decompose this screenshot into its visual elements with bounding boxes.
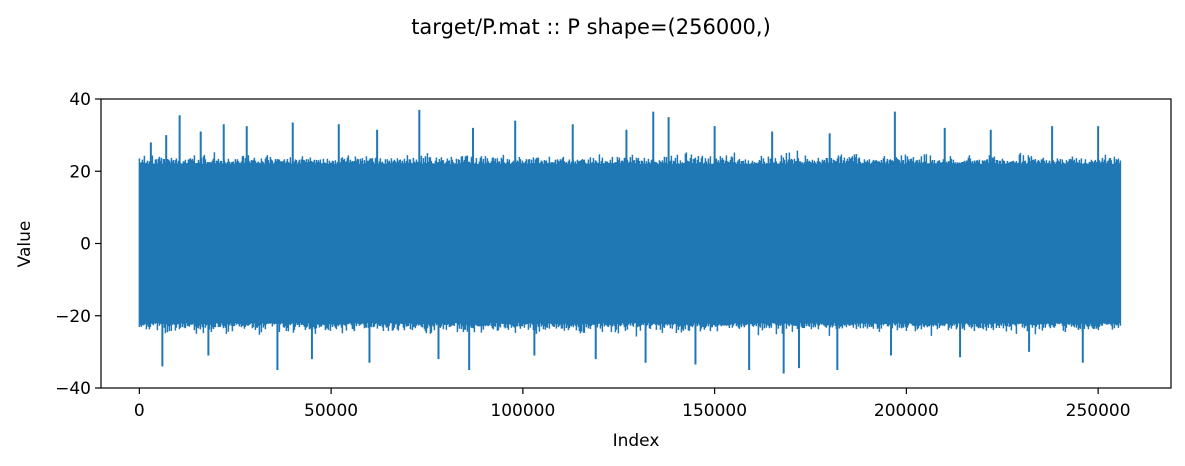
plot-area: [100, 98, 1172, 389]
x-axis-label: Index: [613, 431, 660, 451]
x-axis: 0 50000 100000 150000 200000 250000: [134, 388, 1131, 421]
x-tick-label: 0: [134, 401, 145, 421]
y-tick-label: 20: [69, 162, 91, 182]
y-tick-label: −40: [55, 379, 91, 399]
chart-title: target/P.mat :: P shape=(256000,): [411, 15, 771, 39]
y-axis: −40 −20 0 20 40: [55, 90, 101, 399]
x-tick-label: 50000: [304, 401, 358, 421]
y-tick-label: −20: [55, 307, 91, 327]
y-tick-label: 40: [69, 90, 91, 110]
x-tick-label: 150000: [682, 401, 747, 421]
y-tick-label: 0: [80, 235, 91, 255]
y-axis-label: Value: [15, 221, 35, 268]
x-tick-label: 100000: [490, 401, 555, 421]
series-line-p: [138, 150, 1122, 337]
x-tick-label: 200000: [874, 401, 939, 421]
x-tick-label: 250000: [1066, 401, 1131, 421]
